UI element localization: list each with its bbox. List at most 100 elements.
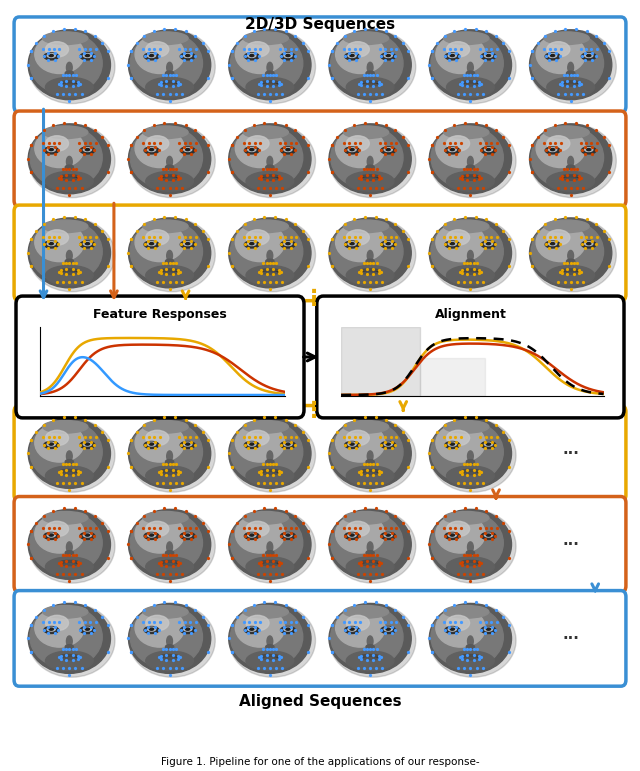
Ellipse shape xyxy=(330,604,416,677)
Ellipse shape xyxy=(146,171,193,191)
Ellipse shape xyxy=(248,242,256,246)
Ellipse shape xyxy=(146,521,169,537)
Ellipse shape xyxy=(30,512,102,574)
Ellipse shape xyxy=(162,564,177,566)
Ellipse shape xyxy=(445,147,460,154)
Ellipse shape xyxy=(436,35,485,73)
Ellipse shape xyxy=(236,35,285,73)
Ellipse shape xyxy=(262,175,278,177)
Ellipse shape xyxy=(486,243,490,244)
Ellipse shape xyxy=(161,81,178,83)
Ellipse shape xyxy=(548,242,557,246)
Ellipse shape xyxy=(143,511,188,524)
Ellipse shape xyxy=(47,242,55,246)
Ellipse shape xyxy=(367,636,373,646)
Ellipse shape xyxy=(129,604,211,673)
Ellipse shape xyxy=(180,533,195,540)
Ellipse shape xyxy=(261,270,279,274)
Ellipse shape xyxy=(60,270,78,274)
Ellipse shape xyxy=(246,230,269,245)
Ellipse shape xyxy=(129,218,211,288)
Ellipse shape xyxy=(331,32,403,94)
Ellipse shape xyxy=(381,627,396,634)
Ellipse shape xyxy=(468,157,473,167)
Ellipse shape xyxy=(230,126,303,188)
Ellipse shape xyxy=(228,510,311,579)
Ellipse shape xyxy=(49,243,53,244)
Ellipse shape xyxy=(161,175,178,177)
Ellipse shape xyxy=(62,564,77,566)
Ellipse shape xyxy=(45,651,93,671)
Ellipse shape xyxy=(162,84,177,86)
Ellipse shape xyxy=(230,32,303,94)
Ellipse shape xyxy=(467,71,474,76)
Ellipse shape xyxy=(346,230,369,245)
Ellipse shape xyxy=(129,510,211,579)
Ellipse shape xyxy=(248,534,256,537)
Ellipse shape xyxy=(429,124,511,194)
FancyBboxPatch shape xyxy=(14,205,626,301)
Ellipse shape xyxy=(167,542,172,552)
Ellipse shape xyxy=(587,55,591,56)
Ellipse shape xyxy=(362,269,378,271)
Ellipse shape xyxy=(431,606,503,668)
Ellipse shape xyxy=(67,542,72,552)
Ellipse shape xyxy=(563,269,579,271)
Ellipse shape xyxy=(284,534,292,537)
Ellipse shape xyxy=(45,557,93,577)
Ellipse shape xyxy=(447,265,494,285)
Ellipse shape xyxy=(381,533,396,540)
Ellipse shape xyxy=(129,30,215,103)
Ellipse shape xyxy=(545,241,560,248)
Ellipse shape xyxy=(28,30,111,99)
FancyBboxPatch shape xyxy=(14,17,626,113)
Ellipse shape xyxy=(484,148,493,152)
Ellipse shape xyxy=(43,420,88,433)
Ellipse shape xyxy=(447,171,494,191)
Ellipse shape xyxy=(444,32,489,45)
Ellipse shape xyxy=(431,221,503,282)
Ellipse shape xyxy=(468,636,473,646)
Ellipse shape xyxy=(144,533,159,540)
Ellipse shape xyxy=(67,251,72,261)
Ellipse shape xyxy=(267,542,273,552)
Ellipse shape xyxy=(431,512,503,574)
Ellipse shape xyxy=(346,265,394,285)
Ellipse shape xyxy=(366,259,374,264)
Ellipse shape xyxy=(144,627,159,634)
Ellipse shape xyxy=(286,534,290,536)
Ellipse shape xyxy=(246,171,294,191)
Ellipse shape xyxy=(581,147,596,154)
Ellipse shape xyxy=(144,442,159,449)
Ellipse shape xyxy=(243,220,289,233)
Ellipse shape xyxy=(445,533,460,540)
Ellipse shape xyxy=(431,32,503,94)
Ellipse shape xyxy=(167,251,172,261)
Ellipse shape xyxy=(130,32,202,94)
Ellipse shape xyxy=(335,514,385,553)
Ellipse shape xyxy=(531,126,604,188)
Ellipse shape xyxy=(147,54,156,58)
Ellipse shape xyxy=(49,628,53,630)
Ellipse shape xyxy=(447,466,494,486)
Ellipse shape xyxy=(167,62,172,72)
Ellipse shape xyxy=(366,550,374,555)
Ellipse shape xyxy=(230,221,303,282)
Ellipse shape xyxy=(548,54,557,58)
Ellipse shape xyxy=(335,608,385,647)
Ellipse shape xyxy=(366,645,374,649)
Ellipse shape xyxy=(44,241,59,248)
Ellipse shape xyxy=(444,511,489,524)
Ellipse shape xyxy=(346,136,369,151)
Ellipse shape xyxy=(431,421,503,483)
FancyBboxPatch shape xyxy=(317,296,624,418)
Ellipse shape xyxy=(147,242,156,246)
Ellipse shape xyxy=(335,129,385,167)
Ellipse shape xyxy=(262,272,277,274)
Ellipse shape xyxy=(44,442,59,449)
Ellipse shape xyxy=(447,615,470,631)
Ellipse shape xyxy=(448,54,456,58)
Ellipse shape xyxy=(162,272,177,274)
Ellipse shape xyxy=(262,658,277,660)
Ellipse shape xyxy=(331,126,403,188)
